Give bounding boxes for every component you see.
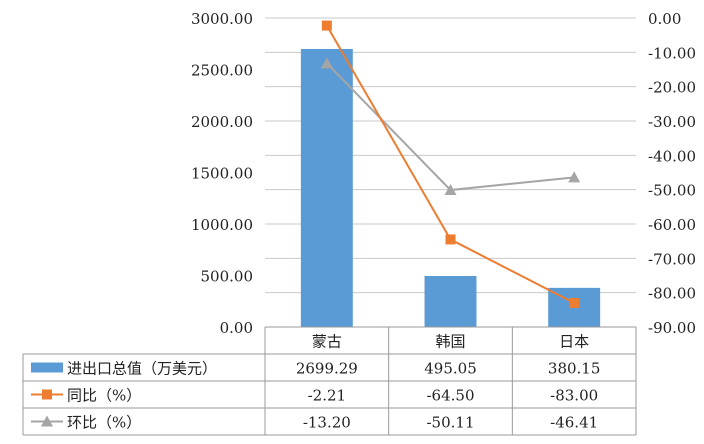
right-axis-ticks: -90.00 -80.00 -70.00 -60.00 -50.00 -40.00 -30.… xyxy=(648,10,696,337)
data-value-label: -13.20 xyxy=(303,414,351,432)
left-axis-ticks: 0.00 500.00 1000.00 1500.00 2000.00 2500.00 30… xyxy=(191,10,253,337)
right-tick-label: -80.00 xyxy=(648,285,696,303)
left-tick-label: 500.00 xyxy=(201,268,254,286)
legend-label: 同比（%） xyxy=(67,387,141,405)
bar xyxy=(424,276,477,327)
point-marker xyxy=(444,184,457,196)
left-tick-label: 2000.00 xyxy=(191,113,253,131)
bar xyxy=(300,48,353,327)
right-tick-label: -90.00 xyxy=(648,319,696,337)
legend-label: 环比（%） xyxy=(67,414,141,432)
point-marker xyxy=(445,234,456,245)
bar-series xyxy=(300,48,601,327)
category-label: 日本 xyxy=(559,333,589,351)
legend-key-bar xyxy=(31,362,63,373)
data-value-label: -50.11 xyxy=(426,414,474,432)
right-tick-label: -30.00 xyxy=(648,113,696,131)
category-label: 韩国 xyxy=(435,333,465,351)
data-value-label: 495.05 xyxy=(424,360,477,378)
data-value-label: -83.00 xyxy=(550,387,598,405)
series-line xyxy=(325,25,575,304)
left-tick-label: 1500.00 xyxy=(191,165,253,183)
point-marker xyxy=(321,20,332,31)
line-series xyxy=(320,20,581,308)
category-label: 蒙古 xyxy=(312,333,342,351)
left-tick-label: 1000.00 xyxy=(191,216,253,234)
data-value-label: -2.21 xyxy=(308,387,346,405)
data-value-label: 380.15 xyxy=(548,360,601,378)
point-marker xyxy=(42,389,52,400)
right-tick-label: -60.00 xyxy=(648,216,696,234)
data-value-label: -46.41 xyxy=(550,414,598,432)
right-tick-label: -10.00 xyxy=(648,44,696,62)
legend-label: 进出口总值（万美元） xyxy=(67,360,217,378)
point-marker xyxy=(320,57,333,69)
data-value-label: 2699.29 xyxy=(296,360,358,378)
data-value-label: -64.50 xyxy=(426,387,474,405)
left-tick-label: 0.00 xyxy=(220,319,253,337)
point-marker xyxy=(568,171,581,183)
point-marker xyxy=(41,415,53,427)
right-tick-label: -20.00 xyxy=(648,79,696,97)
series-line xyxy=(326,62,575,192)
right-tick-label: -50.00 xyxy=(648,182,696,200)
point-marker xyxy=(569,297,580,308)
left-tick-label: 2500.00 xyxy=(191,62,253,80)
right-tick-label: -40.00 xyxy=(648,147,696,165)
right-tick-label: 0.00 xyxy=(648,10,681,28)
left-tick-label: 3000.00 xyxy=(191,10,253,28)
right-tick-label: -70.00 xyxy=(648,250,696,268)
